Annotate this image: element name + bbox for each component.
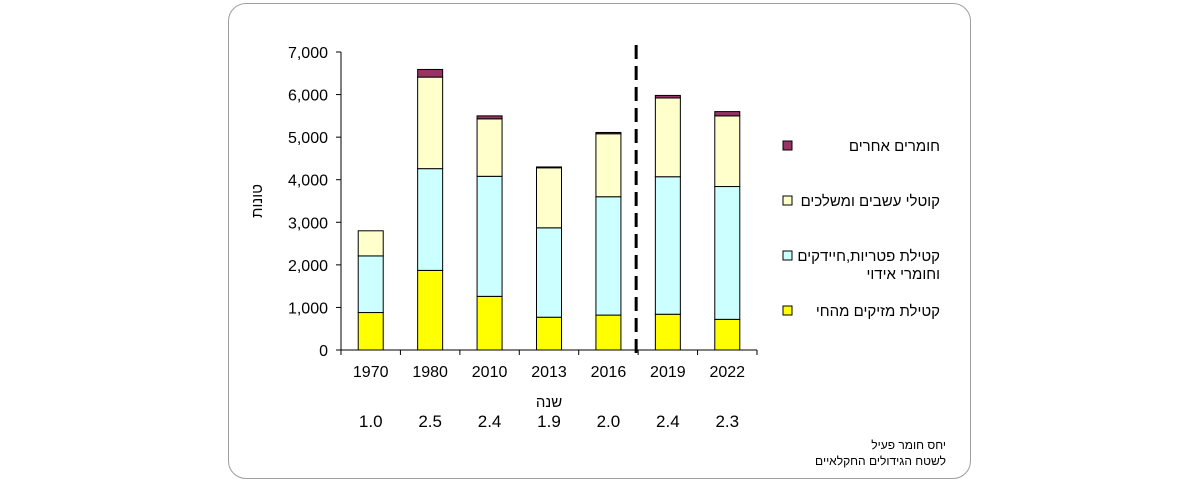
bar-segment (417, 269, 444, 351)
bar-segment (476, 115, 503, 120)
bar-segment (476, 118, 503, 177)
bar-segment (595, 196, 622, 316)
ratio-value: 2.4 (656, 412, 680, 431)
bar-segment (654, 176, 681, 315)
bar-segment (595, 133, 622, 198)
y-tick-label: 2,000 (288, 258, 328, 275)
y-tick-label: 7,000 (288, 45, 328, 62)
bar-segment (595, 131, 622, 135)
bar-segment (654, 94, 681, 99)
y-tick-label: 3,000 (288, 215, 328, 232)
legend-swatch (782, 195, 793, 206)
bar-segment (714, 115, 741, 188)
y-tick-label: 5,000 (288, 130, 328, 147)
bar-segment (417, 168, 444, 271)
x-tick-label: 2013 (531, 364, 567, 381)
y-axis-title: טונות (249, 184, 266, 218)
y-tick-label: 0 (319, 343, 328, 360)
bar-segment (714, 186, 741, 320)
legend-label: חומרים אחרים (849, 138, 940, 155)
legend-swatch (782, 140, 793, 151)
legend-swatch (782, 250, 793, 261)
ratio-note-line-1: יחס חומר פעיל (871, 438, 946, 452)
bar-segment (714, 318, 741, 351)
bar-segment (417, 68, 444, 78)
bar-segment (595, 314, 622, 351)
bar-segment (357, 255, 384, 314)
y-tick-label: 1,000 (288, 300, 328, 317)
legend-label: קוטלי עשבים ומשלכים (801, 193, 941, 210)
bar-segment (357, 230, 384, 257)
ratio-value: 1.9 (537, 412, 561, 431)
plot-area: 0 1,000 2,000 3,000 4,000 5,000 6,000 7,000 1970… (288, 45, 758, 381)
ratio-row: 1.0 2.5 2.4 1.9 2.0 2.4 2.3 (359, 412, 739, 431)
bar-segment (357, 312, 384, 351)
x-tick-label: 1970 (353, 364, 389, 381)
legend-swatch (782, 305, 793, 316)
x-tick-label: 2016 (591, 364, 627, 381)
ratio-value: 2.0 (597, 412, 621, 431)
ratio-value: 2.5 (418, 412, 442, 431)
ratio-note-line-2: לשטח הגידולים החקלאיים (815, 454, 946, 468)
x-tick-label: 2010 (472, 364, 508, 381)
bar-segment (536, 167, 562, 229)
y-tick-label: 6,000 (288, 88, 328, 105)
ratio-value: 2.3 (715, 412, 739, 431)
x-tick-label: 1980 (412, 364, 448, 381)
bar-segment (417, 76, 444, 170)
x-axis-title: שנה (536, 394, 562, 411)
bar-segment (536, 316, 562, 351)
bar-segment (654, 313, 681, 351)
legend-label: קטילת פטריות,חיידקים (797, 248, 940, 265)
ratio-value: 1.0 (359, 412, 383, 431)
bar-segment (714, 111, 741, 117)
ratio-value: 2.4 (478, 412, 502, 431)
bar-segment (654, 97, 681, 178)
legend: חומרים אחרים קוטלי עשבים ומשלכים קטילת פטר… (782, 138, 941, 320)
x-tick-label: 2019 (650, 364, 686, 381)
bar-segment (476, 175, 503, 297)
x-tick-label: 2022 (709, 364, 745, 381)
y-tick-label: 4,000 (288, 173, 328, 190)
legend-label: וחומרי אידוי (867, 266, 940, 283)
bar-segment (536, 227, 562, 318)
legend-label: קטילת מזיקים מהחי (816, 303, 940, 320)
bar-segment (476, 295, 503, 351)
bar-segment (536, 166, 562, 169)
